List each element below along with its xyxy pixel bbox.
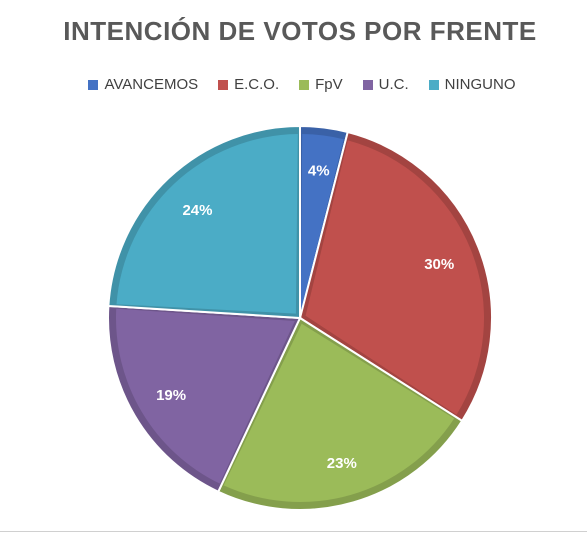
legend-swatch — [299, 79, 310, 90]
chart-title: INTENCIÓN DE VOTOS POR FRENTE — [63, 16, 537, 46]
legend-item: FpV — [299, 76, 343, 93]
data-label: 30% — [424, 256, 454, 273]
legend-swatch — [218, 79, 229, 90]
legend-item: AVANCEMOS — [88, 76, 198, 93]
legend-label: E.C.O. — [234, 76, 280, 93]
data-label: 19% — [156, 387, 186, 404]
legend-swatch — [362, 79, 373, 90]
divider — [0, 531, 587, 532]
data-label: 24% — [182, 202, 212, 219]
legend-item: U.C. — [362, 76, 409, 93]
pie-slice-face — [305, 140, 484, 415]
legend-label: FpV — [315, 76, 343, 93]
legend: AVANCEMOS E.C.O. FpV U.C. NINGUNO — [0, 76, 587, 93]
legend-item: E.C.O. — [218, 76, 279, 93]
legend-item: NINGUNO — [428, 76, 516, 93]
pie-slice-face — [116, 134, 298, 314]
pie-slice-face — [223, 323, 455, 502]
legend-label: AVANCEMOS — [104, 76, 199, 93]
legend-swatch — [88, 79, 99, 90]
data-label: 4% — [308, 162, 330, 179]
legend-swatch — [428, 79, 439, 90]
legend-label: NINGUNO — [444, 76, 516, 93]
pie-slice-face — [300, 134, 344, 313]
data-label: 23% — [327, 455, 357, 472]
pie-slice-face — [115, 308, 295, 484]
legend-label: U.C. — [378, 76, 409, 93]
